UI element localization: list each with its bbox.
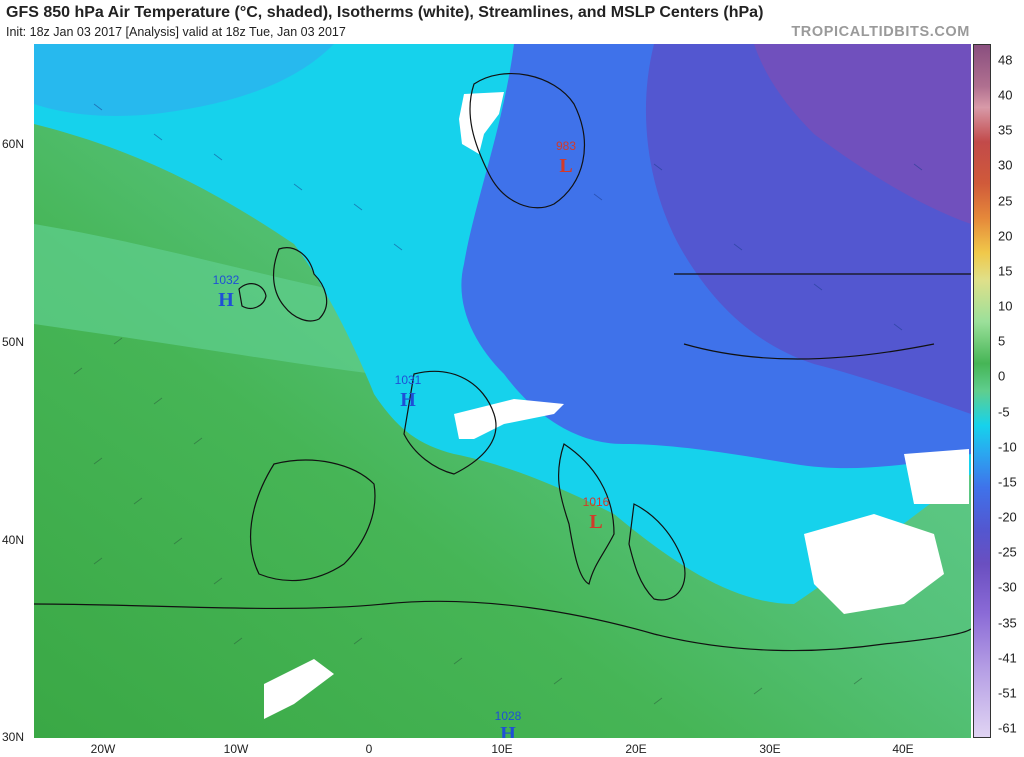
snow-atlas	[264, 659, 334, 719]
brand-watermark: TROPICALTIDBITS.COM	[791, 24, 970, 40]
colorbar-tick: 5	[998, 333, 1006, 349]
coastlines	[34, 73, 971, 652]
colorbar-tick: -15	[998, 474, 1017, 490]
colorbar-tick: -41	[998, 650, 1017, 666]
lon-label-20w: 20W	[90, 742, 116, 756]
north-atlantic-cold	[34, 44, 334, 116]
atlantic-band	[34, 224, 374, 374]
chart-subtitle: Init: 18z Jan 03 2017 [Analysis] valid a…	[6, 25, 346, 39]
pressure-center-1028: 1028 H	[495, 709, 522, 738]
colorbar-tick: 48	[998, 52, 1013, 68]
temperature-map: 1032 H 1031 H 983 L 1016 L 1028 H	[34, 44, 971, 738]
pressure-center-1016: 1016 L	[583, 495, 610, 533]
high-pressure-letter: H	[218, 289, 234, 311]
colorbar-tick: -25	[998, 544, 1017, 560]
pressure-value: 1031	[395, 373, 422, 387]
pressure-center-1032: 1032 H	[213, 273, 240, 311]
colorbar-tick: -61	[998, 720, 1017, 736]
snow-alps	[454, 399, 564, 439]
high-pressure-letter: H	[500, 723, 516, 738]
lon-label-0: 0	[365, 742, 373, 756]
lat-label-40n: 40N	[2, 533, 25, 547]
colorbar-tick: -51	[998, 685, 1017, 701]
colorbar-tick: 25	[998, 193, 1013, 209]
wind-barbs-north	[93, 103, 923, 331]
lon-label-30e: 30E	[759, 742, 781, 756]
pressure-value: 1032	[213, 273, 240, 287]
lat-label-30n: 30N	[2, 730, 25, 744]
snow-turkey	[804, 514, 944, 614]
coldest-zone	[754, 44, 971, 224]
colorbar-tick: -5	[998, 404, 1010, 420]
lon-label-20e: 20E	[625, 742, 647, 756]
colorbar-tick: 15	[998, 263, 1013, 279]
colorbar-tick: 0	[998, 368, 1006, 384]
pressure-value: 1016	[583, 495, 610, 509]
colorbar-tick: 35	[998, 122, 1013, 138]
low-pressure-letter: L	[559, 155, 572, 177]
lon-label-10w: 10W	[223, 742, 249, 756]
snow-caucasus	[904, 449, 969, 504]
colorbar-tick: 20	[998, 228, 1013, 244]
colorbar-tick: 30	[998, 157, 1013, 173]
temperature-colorbar	[973, 44, 991, 738]
high-pressure-letter: H	[400, 389, 416, 411]
pressure-value: 1028	[495, 709, 522, 723]
colorbar-tick: -35	[998, 615, 1017, 631]
lon-label-40e: 40E	[892, 742, 914, 756]
colorbar-tick: -10	[998, 439, 1017, 455]
chart-title: GFS 850 hPa Air Temperature (°C, shaded)…	[6, 4, 764, 21]
low-pressure-letter: L	[589, 511, 602, 533]
wind-barbs	[73, 337, 863, 705]
colorbar-tick: 10	[998, 298, 1013, 314]
colorbar-tick: 40	[998, 87, 1013, 103]
pressure-center-1031: 1031 H	[395, 373, 422, 411]
lat-label-50n: 50N	[2, 335, 25, 349]
lat-label-60n: 60N	[2, 137, 25, 151]
pressure-value: 983	[556, 139, 576, 153]
colorbar-tick: -30	[998, 579, 1017, 595]
colorbar-tick: -20	[998, 509, 1017, 525]
lon-label-10e: 10E	[491, 742, 513, 756]
pressure-center-983: 983 L	[556, 139, 576, 177]
